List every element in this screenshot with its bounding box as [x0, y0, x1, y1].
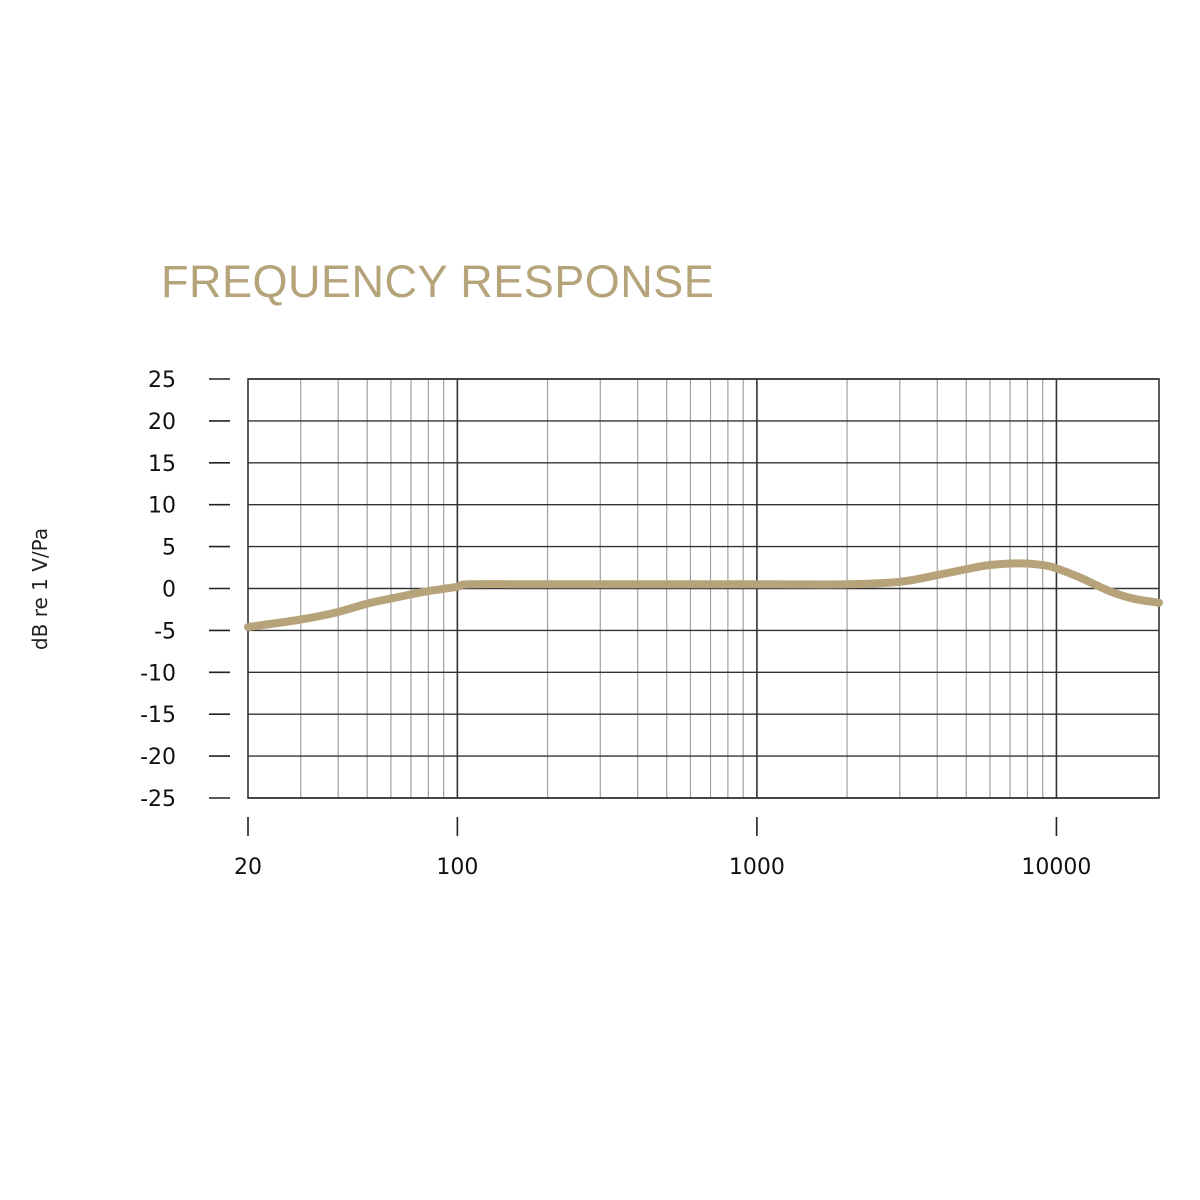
x-tick-label: 10000	[1021, 855, 1091, 880]
y-tick-label: 5	[162, 536, 176, 561]
y-tick-label: -25	[140, 787, 176, 812]
y-tick-label: -10	[140, 661, 176, 686]
y-tick-label: 10	[148, 494, 176, 519]
y-tick-label: 15	[148, 452, 176, 477]
y-tick-label: 25	[148, 368, 176, 393]
plot-frame	[247, 378, 1160, 799]
response-curve	[244, 559, 1163, 632]
y-tick-label: 20	[148, 410, 176, 435]
y-axis-label: dB re 1 V/Pa	[28, 528, 52, 650]
x-tick-label: 1000	[729, 855, 785, 880]
y-axis: 25 20 15 10 5 0 -5 -10 -15 -20 -25	[140, 368, 230, 812]
x-tick-label: 100	[436, 855, 478, 880]
chart-title: FREQUENCY RESPONSE	[161, 256, 715, 307]
y-tick-label: -15	[140, 703, 176, 728]
x-tick-label: 20	[234, 855, 262, 880]
x-axis: 20 100 1000 10000	[234, 817, 1091, 880]
y-tick-label: -20	[140, 745, 176, 770]
grid	[247, 378, 1160, 799]
y-tick-label: 0	[162, 578, 176, 603]
y-tick-label: -5	[154, 619, 176, 644]
